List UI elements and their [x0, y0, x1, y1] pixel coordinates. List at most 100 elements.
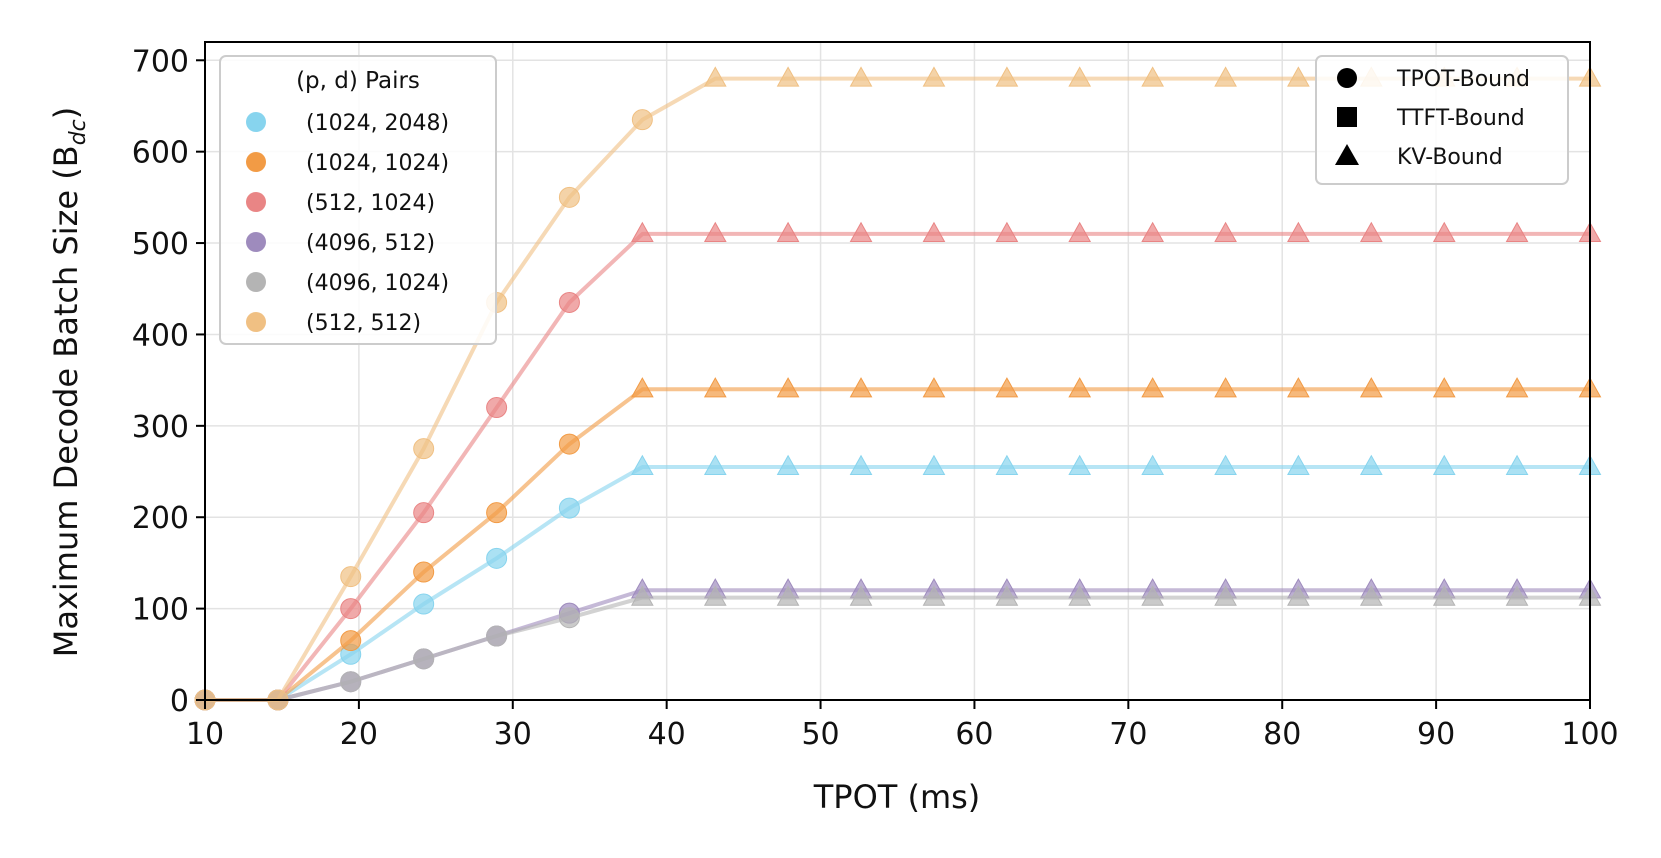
point-512-512-6 [631, 109, 653, 131]
point-4096-1024-13 [1141, 585, 1165, 606]
point-4096-1024-16 [1359, 585, 1383, 606]
point-4096-1024-11 [995, 585, 1019, 606]
point-1024-2048-3 [413, 593, 435, 615]
point-512-512-3 [413, 438, 435, 460]
point-512-1024-18 [1505, 221, 1529, 242]
point-1024-2048-9 [849, 454, 873, 476]
y-tick-label-400: 400 [132, 318, 189, 353]
point-1024-1024-11 [995, 377, 1019, 398]
point-4096-1024-4 [486, 625, 508, 647]
point-1024-1024-16 [1359, 377, 1383, 398]
point-1024-1024-5 [558, 433, 580, 455]
point-512-1024-14 [1214, 221, 1237, 242]
series-line-1024-1024 [205, 387, 1590, 702]
x-tick-label-10: 10 [186, 717, 224, 752]
point-4096-1024-3 [413, 648, 435, 670]
point-512-512-8 [776, 66, 800, 87]
point-4096-1024-7 [703, 585, 727, 606]
x-tick-label-30: 30 [494, 717, 532, 752]
series-legend-marker-1024-2048 [246, 112, 266, 132]
y-tick-label-500: 500 [132, 227, 189, 262]
point-1024-2048-8 [776, 454, 800, 476]
series-legend-title: (p, d) Pairs [296, 68, 420, 94]
point-4096-1024-10 [922, 585, 946, 606]
point-512-1024-12 [1068, 221, 1092, 242]
point-512-1024-7 [703, 221, 727, 242]
point-512-1024-4 [486, 397, 508, 419]
marker-legend: TPOT-Bound TTFT-Bound KV-Bound [1315, 55, 1569, 185]
series-legend-label-4096-512: (4096, 512) [306, 231, 435, 256]
point-512-512-12 [1068, 66, 1092, 87]
point-1024-2048-14 [1214, 454, 1237, 476]
x-tick-label-50: 50 [801, 717, 839, 752]
point-1024-2048-11 [995, 454, 1019, 476]
point-512-512-2 [340, 566, 362, 588]
point-512-512-13 [1141, 66, 1165, 87]
y-tick-label-100: 100 [132, 593, 189, 628]
point-512-1024-11 [995, 221, 1019, 242]
y-axis-label-close: ) [47, 107, 85, 119]
series-1024-1024 [194, 377, 1602, 711]
point-4096-1024-12 [1068, 585, 1092, 606]
point-512-1024-13 [1141, 221, 1165, 242]
y-tick-label-300: 300 [132, 410, 189, 445]
point-512-1024-16 [1359, 221, 1383, 242]
point-4096-1024-14 [1214, 585, 1237, 606]
point-512-512-5 [558, 186, 580, 208]
x-tick-label-80: 80 [1263, 717, 1301, 752]
point-1024-2048-4 [486, 547, 508, 569]
point-512-1024-6 [630, 221, 654, 242]
x-tick-label-100: 100 [1561, 717, 1618, 752]
point-512-1024-8 [776, 221, 800, 242]
point-1024-2048-5 [558, 497, 580, 519]
point-4096-1024-17 [1432, 585, 1456, 606]
y-axis-label: Maximum Decode Batch Size (Bdc) [47, 107, 91, 658]
point-1024-1024-7 [703, 377, 727, 398]
point-512-1024-3 [413, 502, 435, 524]
series-legend-marker-4096-512 [246, 232, 266, 252]
point-1024-1024-18 [1505, 377, 1529, 398]
point-512-1024-9 [849, 221, 873, 242]
point-512-512-11 [995, 66, 1019, 87]
point-512-512-10 [922, 66, 946, 87]
series-legend-marker-512-512 [246, 312, 266, 332]
point-1024-1024-12 [1068, 377, 1092, 398]
marker-legend-label-tpot-bound: TPOT-Bound [1396, 67, 1530, 92]
point-512-1024-10 [922, 221, 946, 242]
series-legend-marker-1024-1024 [246, 152, 266, 172]
y-tick-label-600: 600 [132, 136, 189, 171]
point-512-1024-17 [1432, 221, 1456, 242]
point-512-512-7 [703, 66, 727, 87]
point-1024-2048-12 [1068, 454, 1092, 476]
point-1024-1024-3 [413, 561, 435, 583]
marker-legend-tpot-bound-circle-icon [1337, 68, 1357, 88]
series-legend-marker-4096-1024 [246, 272, 266, 292]
x-tick-label-20: 20 [340, 717, 378, 752]
ticks: 10 20 30 40 50 60 70 80 90 100 0 100 200 300 400 500 600… [132, 44, 1619, 752]
point-512-512-14 [1214, 66, 1237, 87]
x-tick-label-70: 70 [1109, 717, 1147, 752]
point-4096-1024-9 [849, 585, 873, 606]
point-4096-1024-18 [1505, 585, 1529, 606]
point-512-1024-2 [340, 598, 362, 620]
series-4096-1024 [194, 585, 1602, 711]
marker-legend-ttft-bound-square-icon [1337, 107, 1357, 127]
point-512-512-15 [1287, 66, 1310, 87]
point-1024-2048-6 [630, 454, 654, 476]
marker-legend-label-kv-bound: KV-Bound [1397, 145, 1503, 170]
point-4096-1024-15 [1287, 585, 1310, 606]
point-1024-2048-16 [1359, 454, 1383, 476]
marker-legend-frame [1315, 55, 1569, 185]
point-4096-1024-8 [776, 585, 800, 606]
plot-frame [204, 41, 1591, 701]
point-1024-1024-6 [630, 377, 654, 398]
series-legend-label-1024-2048: (1024, 2048) [306, 111, 449, 136]
x-tick-label-60: 60 [955, 717, 993, 752]
series-legend-label-1024-1024: (1024, 1024) [306, 151, 449, 176]
point-4096-1024-6 [630, 585, 654, 606]
marker-legend-label-ttft-bound: TTFT-Bound [1396, 106, 1525, 131]
series-legend-label-512-512: (512, 512) [306, 311, 421, 336]
point-1024-2048-18 [1505, 454, 1529, 476]
point-512-1024-15 [1287, 221, 1310, 242]
marker-legend-kv-bound-triangle-icon [1335, 144, 1359, 165]
